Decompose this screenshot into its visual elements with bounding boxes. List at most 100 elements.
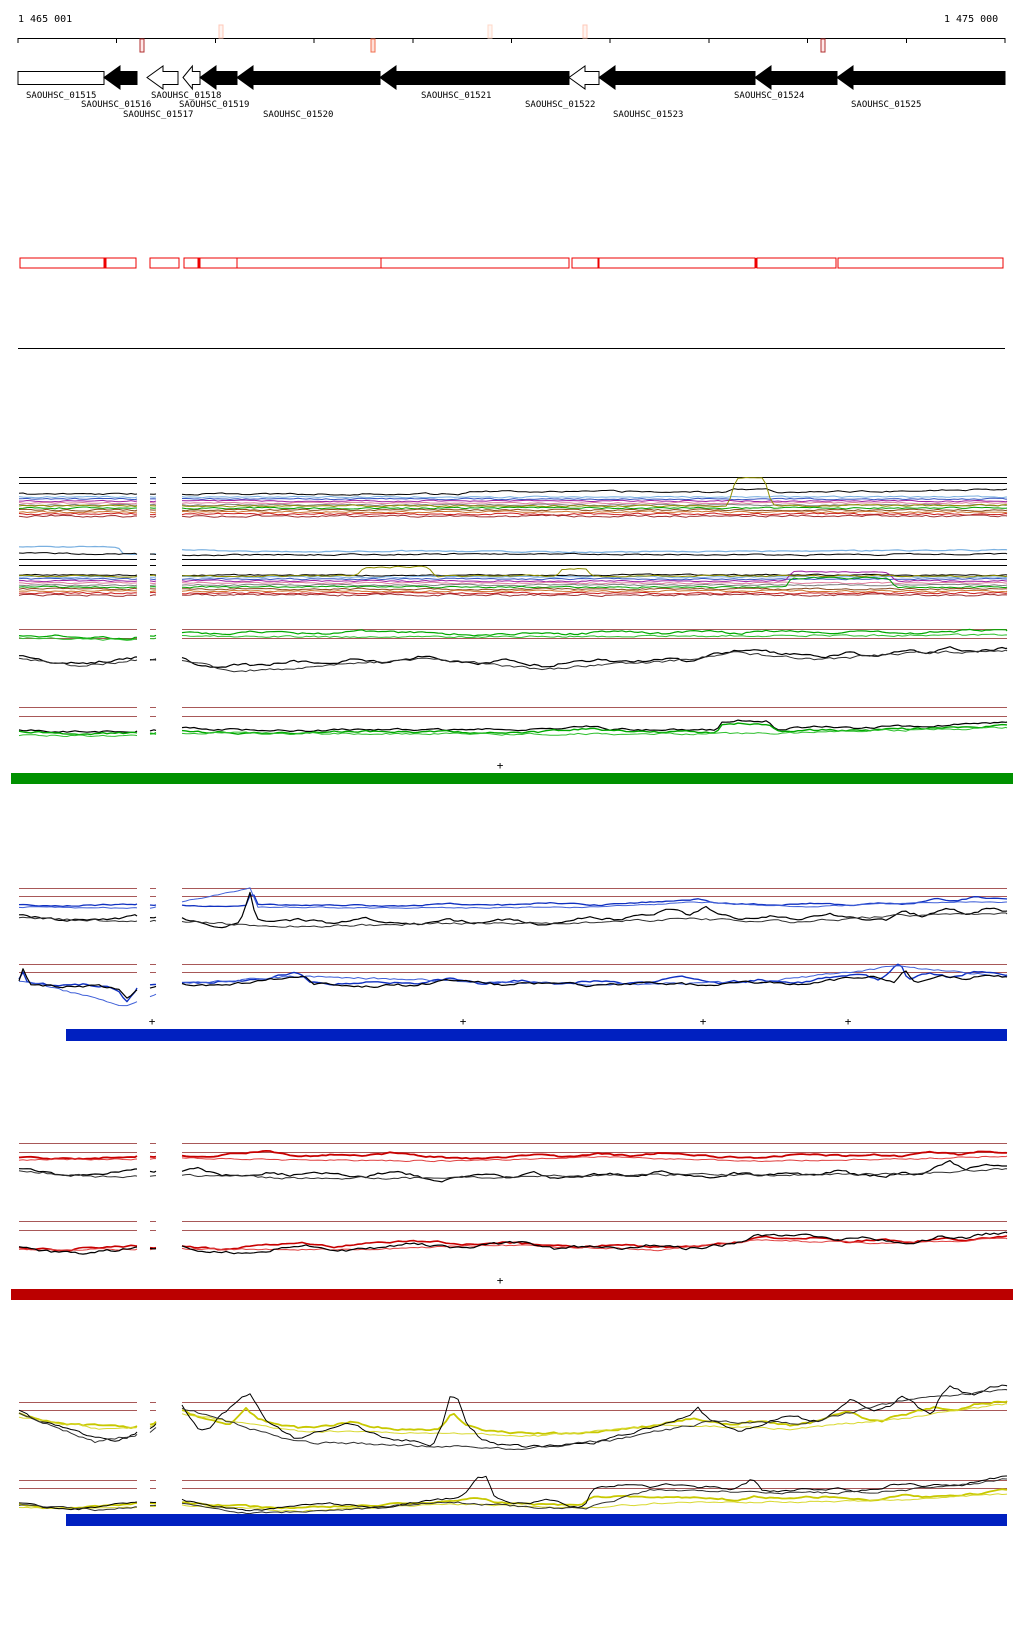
plus-mark[interactable]: + [148,1015,156,1028]
blue-1-series-1 [149,906,157,909]
red-1-series-1 [181,1155,1008,1163]
blue-1-series-0 [18,903,138,908]
annotation-segment[interactable] [199,257,238,269]
strain-bar-dark-red[interactable] [11,1289,1013,1300]
green-1-series-1 [149,637,157,640]
multicov-b-series-9 [18,585,138,589]
gene-arrow-SAOUHSC_01523[interactable] [598,65,756,90]
multicov-b-series-2 [149,574,157,576]
gene-arrow-SAOUHSC_01525[interactable] [836,65,1006,90]
green-1-series-1 [18,637,138,641]
multicov-b-series-4 [149,578,157,580]
blue-2-series-2 [181,970,1008,989]
annotation-segment[interactable] [380,257,570,269]
variant-mark[interactable] [139,38,145,53]
multicov-b-series-5 [149,580,157,582]
red-1-series-3 [149,1175,157,1177]
annotation-segment[interactable] [236,257,382,269]
gene-label: SAOUHSC_01515 [25,91,98,101]
blue-1-series-3 [149,919,157,922]
multicov-b-series-0 [181,548,1008,554]
gene-arrow-SAOUHSC_01518[interactable] [182,64,201,91]
green-1-series-0 [181,628,1008,637]
annotation-segment[interactable] [104,257,137,269]
gene-label: SAOUHSC_01519 [178,100,251,110]
multicov-a-series-1 [18,495,138,499]
multicov-a-series-10 [18,512,138,516]
multicov-a-series-10 [181,512,1008,516]
strain-bar-green[interactable] [11,773,1013,784]
annotation-segment[interactable] [571,257,599,269]
yellow-1-series-3 [181,1389,1008,1450]
blue-2-series-2 [18,968,138,999]
multicov-b-series-9 [181,576,1008,589]
gene-arrow-SAOUHSC_01515[interactable] [17,71,105,85]
gene-label: SAOUHSC_01523 [612,110,685,120]
green-2-series-0 [18,729,138,733]
gene-label: SAOUHSC_01522 [524,100,597,110]
multicov-a-series-11 [149,515,157,518]
gene-arrow-SAOUHSC_01521[interactable] [379,65,570,90]
multicov-b-series-11 [149,590,157,593]
blue-1-series-2 [181,891,1008,929]
multicov-b-series-2 [181,573,1008,577]
plus-mark[interactable]: + [496,759,504,772]
red-1-series-0 [181,1150,1008,1160]
blue-1-series-3 [181,912,1008,928]
multicov-a-series-5 [149,504,157,506]
variant-mark[interactable] [582,24,588,39]
red-1-series-2 [181,1159,1007,1183]
variant-mark[interactable] [487,24,493,39]
plus-mark[interactable]: + [459,1015,467,1028]
yellow-1-series-1 [181,1403,1008,1437]
multicov-a-series-9 [181,510,1008,514]
gene-arrow-SAOUHSC_01517[interactable] [146,65,179,90]
multicov-a-series-6 [18,504,138,508]
multicov-a-series-4 [18,501,138,505]
annotation-segment[interactable] [598,257,756,269]
yellow-1-series-0 [181,1400,1008,1435]
blue-1-series-3 [18,916,138,923]
red-2-series-0 [18,1244,138,1252]
coordinate-end: 1 475 000 [944,14,999,25]
gene-arrow-SAOUHSC_01522[interactable] [568,65,600,90]
plus-mark[interactable]: + [699,1015,707,1028]
gene-label: SAOUHSC_01521 [420,91,493,101]
multicov-b-series-6 [181,581,1008,585]
green-2-series-2 [18,734,138,737]
multicov-b-series-1 [18,552,138,556]
multicov-a-series-8 [18,508,138,512]
multicov-a-series-3 [149,500,157,503]
variant-mark[interactable] [820,38,826,53]
annotation-segment[interactable] [19,257,106,269]
annotation-segment[interactable] [149,257,180,269]
yellow-1-series-2 [149,1423,157,1430]
strain-bar-blue[interactable] [66,1029,1007,1041]
gene-arrow-SAOUHSC_01519[interactable] [199,65,238,90]
multicov-b-series-13 [181,593,1008,597]
gene-label: SAOUHSC_01520 [262,110,335,120]
variant-mark[interactable] [218,24,224,39]
multicov-b-series-8 [18,574,138,578]
multicov-b-series-13 [149,594,157,597]
red-1-series-1 [18,1158,138,1161]
plus-mark[interactable]: + [496,1274,504,1287]
annotation-segment[interactable] [837,257,1004,269]
annotation-segment[interactable] [183,257,200,269]
multicov-b-series-11 [18,589,138,593]
annotation-segment[interactable] [756,257,837,269]
blue-1-series-2 [18,914,138,922]
red-1-series-3 [181,1168,1008,1180]
multicov-a-series-8 [181,508,1008,512]
gene-arrow-SAOUHSC_01524[interactable] [754,65,838,90]
yellow-1-series-3 [149,1427,157,1433]
multicov-a-series-4 [149,502,156,504]
green-2-series-2 [149,733,157,735]
gene-arrow-SAOUHSC_01516[interactable] [103,65,138,90]
multicov-a-series-9 [149,511,157,514]
strain-bar-blue-bottom[interactable] [66,1514,1007,1526]
variant-mark[interactable] [370,38,376,53]
gene-arrow-SAOUHSC_01520[interactable] [236,65,381,90]
plus-mark[interactable]: + [844,1015,852,1028]
red-2-series-2 [181,1231,1008,1255]
